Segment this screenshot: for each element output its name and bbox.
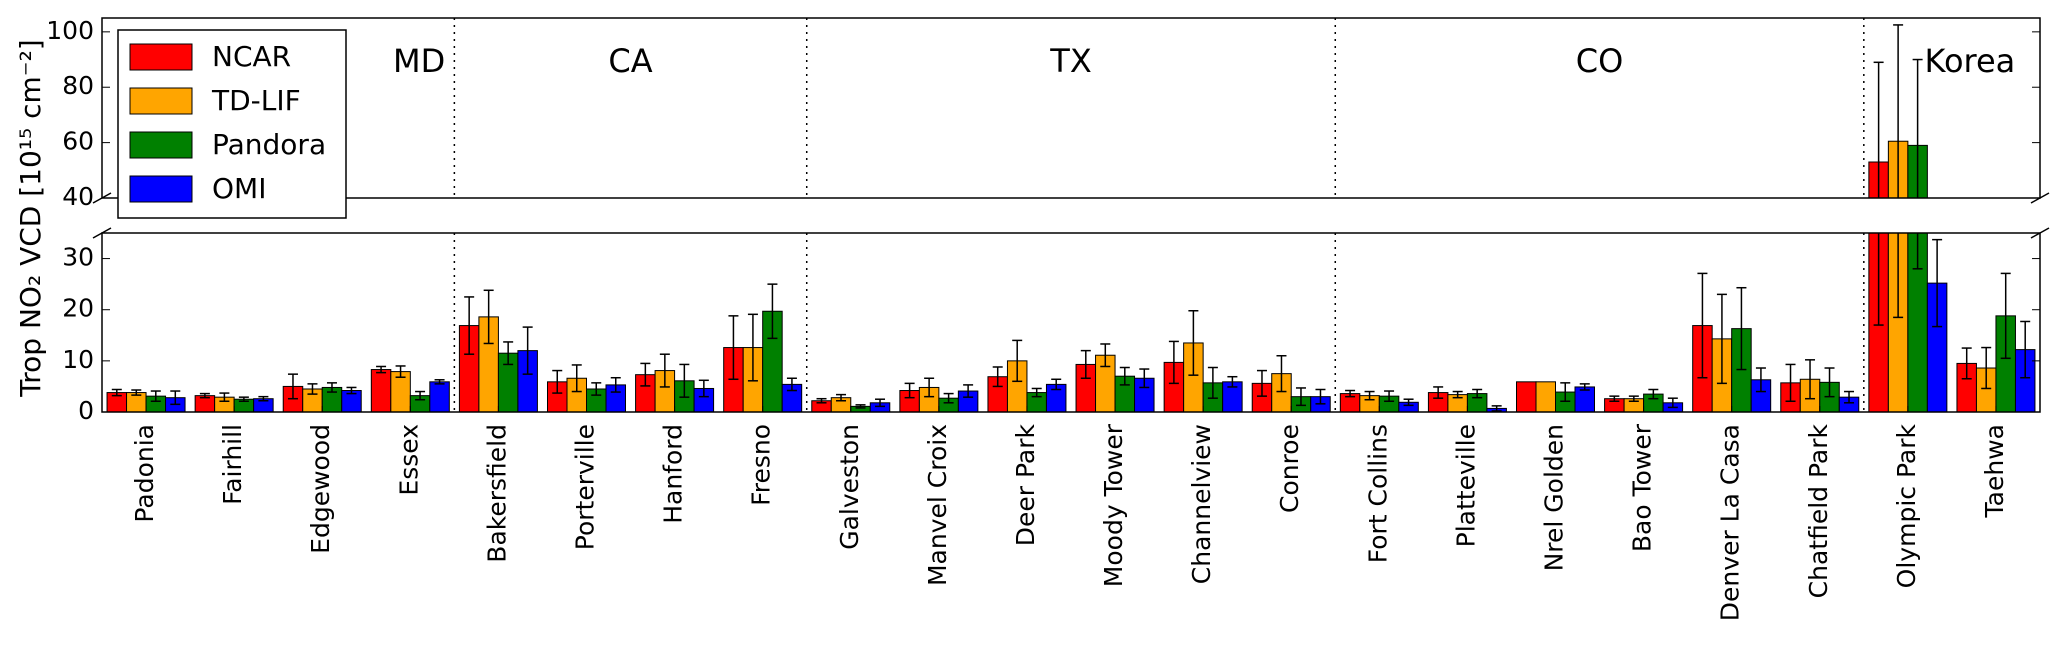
y-tick-label-upper-40: 40 — [62, 182, 94, 211]
axis-break-mark-2 — [92, 227, 112, 239]
legend-label-2: Pandora — [212, 128, 326, 161]
y-ticks: 0 10 20 30 40 60 80 100 — [46, 16, 2040, 425]
x-tick-label-10: Deer Park — [1011, 423, 1040, 546]
region-label-co: CO — [1576, 42, 1624, 80]
axes-frames — [92, 17, 2050, 413]
x-tick-label-12: Channelview — [1187, 424, 1216, 584]
x-tick-label-21: Taehwa — [1980, 424, 2009, 518]
y-tick-label-lower-10: 10 — [62, 345, 94, 374]
x-tick-labels: Padonia Fairhill Edgewood Essex Bakersfield P… — [130, 406, 2009, 621]
x-tick-label-8: Galveston — [835, 424, 864, 550]
bar-16-0 — [1516, 381, 1537, 413]
region-label-ca: CA — [608, 42, 652, 80]
bar-16-1 — [1535, 381, 1556, 413]
y-tick-label-lower-0: 0 — [78, 396, 94, 425]
x-tick-label-18: Denver La Casa — [1716, 424, 1745, 621]
legend-label-3: OMI — [212, 172, 266, 205]
region-labels: MD CA TX CO Korea — [393, 18, 2015, 412]
legend-swatch-1 — [129, 87, 193, 115]
legend-swatch-0 — [129, 43, 193, 71]
upper-axes-frame — [101, 17, 2041, 199]
axis-break-mark-3 — [2030, 227, 2050, 239]
region-label-tx: TX — [1049, 42, 1091, 80]
lower-axes-frame — [101, 232, 2041, 413]
y-tick-label-lower-20: 20 — [62, 294, 94, 323]
x-tick-label-3: Essex — [394, 424, 423, 496]
y-tick-label-lower-30: 30 — [62, 243, 94, 272]
x-tick-label-13: Conroe — [1275, 424, 1304, 513]
legend-swatch-2 — [129, 131, 193, 159]
x-tick-label-2: Edgewood — [306, 424, 335, 554]
x-tick-label-15: Platteville — [1451, 424, 1480, 547]
y-axis-label: Trop NO₂ VCD [10¹⁵ cm⁻²] — [14, 39, 47, 397]
region-label-korea: Korea — [1925, 42, 2016, 80]
legend-swatch-3 — [129, 175, 193, 203]
x-tick-label-19: Chatfield Park — [1804, 423, 1833, 598]
x-tick-label-5: Porterville — [571, 424, 600, 550]
legend-label-1: TD-LIF — [211, 84, 301, 117]
y-tick-label-upper-80: 80 — [62, 71, 94, 100]
bars — [106, 24, 2036, 413]
x-tick-label-0: Padonia — [130, 424, 159, 523]
y-tick-label-upper-60: 60 — [62, 127, 94, 156]
legend-label-0: NCAR — [212, 40, 291, 73]
x-tick-label-16: Nrel Golden — [1540, 424, 1569, 571]
x-tick-label-9: Manvel Croix — [923, 424, 952, 586]
x-tick-label-7: Fresno — [747, 424, 776, 506]
bar-3-0 — [370, 369, 392, 413]
x-tick-label-20: Olympic Park — [1892, 423, 1921, 588]
region-label-md: MD — [393, 42, 445, 80]
x-tick-label-17: Bao Tower — [1628, 423, 1657, 552]
bar-3-3 — [429, 381, 450, 413]
x-tick-label-1: Fairhill — [218, 424, 247, 505]
x-tick-label-14: Fort Collins — [1363, 424, 1392, 563]
x-tick-label-4: Bakersfield — [482, 424, 511, 563]
legend: NCAR TD-LIF Pandora OMI — [117, 29, 347, 219]
x-tick-label-11: Moody Tower — [1099, 423, 1128, 587]
x-tick-label-6: Hanford — [659, 424, 688, 524]
y-tick-label-upper-100: 100 — [46, 16, 94, 45]
